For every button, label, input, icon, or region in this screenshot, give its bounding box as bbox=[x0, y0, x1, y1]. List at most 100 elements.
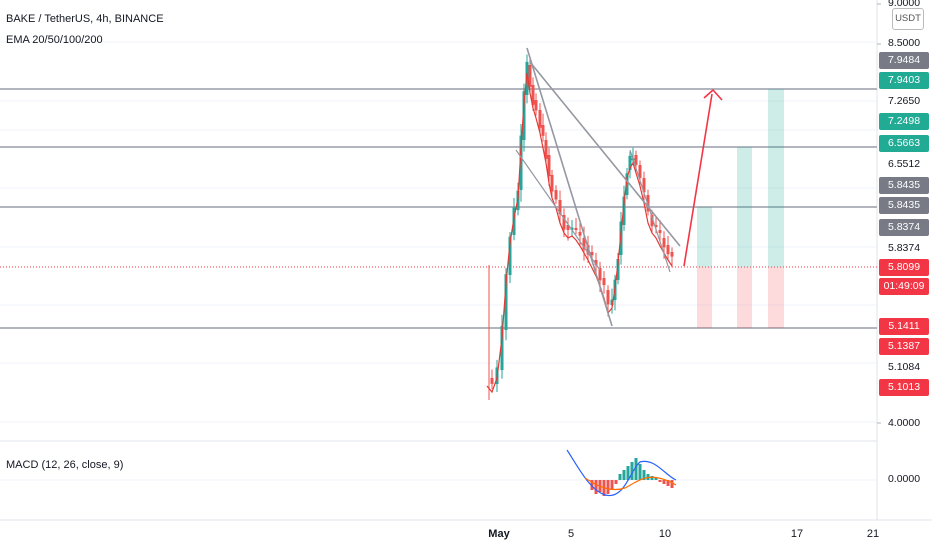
price-axis-label: 6.5663 bbox=[879, 135, 929, 152]
candle-body bbox=[622, 196, 626, 225]
candle-body bbox=[558, 200, 562, 215]
ema-indicator-label[interactable]: EMA 20/50/100/200 bbox=[6, 34, 103, 46]
candle-body bbox=[628, 155, 632, 170]
macd-histogram-bar bbox=[634, 458, 638, 480]
macd-histogram-bar bbox=[622, 470, 626, 480]
macd-histogram-bar bbox=[614, 480, 618, 484]
time-axis-label: 10 bbox=[658, 528, 672, 540]
candle-body bbox=[670, 252, 674, 257]
candle-body bbox=[574, 228, 578, 230]
candle-body bbox=[504, 274, 508, 330]
price-axis-label: 5.8374 bbox=[887, 242, 921, 254]
candle-body bbox=[616, 258, 620, 280]
candle-body bbox=[582, 238, 586, 250]
stop-box bbox=[697, 267, 712, 328]
price-axis-label: 5.8099 bbox=[879, 259, 929, 276]
candle-body bbox=[634, 155, 638, 165]
trend-line-upper bbox=[529, 61, 681, 247]
macd-histogram-bar bbox=[606, 480, 610, 494]
candle-body bbox=[638, 165, 642, 178]
macd-axis-label: 0.0000 bbox=[887, 473, 921, 485]
price-axis-label: 7.2650 bbox=[887, 95, 921, 107]
macd-histogram-bar bbox=[626, 466, 630, 480]
ema-line bbox=[486, 72, 673, 394]
candle-body bbox=[544, 140, 548, 159]
macd-histogram-bar bbox=[594, 480, 598, 494]
candle-body bbox=[662, 238, 666, 248]
time-axis-label: 21 bbox=[866, 528, 880, 540]
candle-body bbox=[550, 175, 554, 192]
candle-body bbox=[538, 110, 542, 128]
macd-histogram-bar bbox=[666, 480, 670, 486]
price-axis-label: 01:49:09 bbox=[879, 278, 929, 295]
price-axis-label: 5.1084 bbox=[887, 361, 921, 373]
signal-line bbox=[584, 476, 677, 491]
candle-body bbox=[642, 178, 646, 193]
candle-body bbox=[654, 225, 658, 227]
price-axis-label: 5.8435 bbox=[879, 197, 929, 214]
candle-body bbox=[508, 236, 512, 275]
candle-body bbox=[658, 230, 662, 234]
candle-body bbox=[666, 245, 670, 255]
candle-body bbox=[528, 65, 532, 87]
projection-arrow bbox=[683, 93, 713, 267]
arrow-head bbox=[703, 88, 723, 101]
macd-histogram-bar bbox=[590, 480, 594, 490]
price-axis-label: 7.9484 bbox=[879, 52, 929, 69]
price-axis-label: 5.8374 bbox=[879, 219, 929, 236]
candle-body bbox=[566, 225, 570, 230]
candle-body bbox=[598, 268, 602, 281]
macd-histogram-bar bbox=[650, 476, 654, 480]
macd-histogram-bar bbox=[638, 464, 642, 480]
target-box bbox=[768, 89, 784, 267]
price-axis-label: 5.8435 bbox=[879, 177, 929, 194]
target-box bbox=[697, 207, 712, 267]
trend-line-lower bbox=[526, 47, 613, 327]
price-axis-label: 4.0000 bbox=[887, 417, 921, 429]
price-axis-label: 5.1013 bbox=[879, 379, 929, 396]
stop-box bbox=[768, 267, 784, 328]
macd-histogram-bar bbox=[670, 480, 674, 488]
macd-histogram-bar bbox=[658, 480, 662, 482]
candle-body bbox=[650, 215, 654, 227]
price-axis-label: 9.0000 bbox=[887, 0, 921, 9]
macd-histogram-bar bbox=[630, 462, 634, 480]
target-box bbox=[737, 147, 752, 267]
price-axis-label: 7.2498 bbox=[879, 113, 929, 130]
candle-body bbox=[625, 173, 629, 195]
time-axis-label: 17 bbox=[790, 528, 804, 540]
candle-body bbox=[562, 215, 566, 230]
trend-line-inner bbox=[515, 149, 601, 271]
trend-line-inner bbox=[629, 149, 671, 273]
price-axis-label: 7.9403 bbox=[879, 72, 929, 89]
candle-body bbox=[606, 290, 610, 305]
candle-body bbox=[531, 85, 535, 105]
time-axis-label: May bbox=[488, 528, 510, 540]
symbol-title[interactable]: BAKE / TetherUS, 4h, BINANCE bbox=[6, 13, 164, 25]
candle-body bbox=[590, 252, 594, 256]
price-axis-label: 8.5000 bbox=[887, 37, 921, 49]
currency-button[interactable]: USDT bbox=[892, 8, 924, 30]
price-axis-label: 5.1411 bbox=[879, 318, 929, 335]
stop-box bbox=[737, 267, 752, 328]
price-axis-label: 6.5512 bbox=[887, 158, 921, 170]
candle-body bbox=[541, 125, 545, 136]
candle-body bbox=[522, 91, 526, 140]
time-axis-label: 5 bbox=[567, 528, 575, 540]
macd-histogram-bar bbox=[610, 480, 614, 490]
candle-body bbox=[570, 227, 574, 230]
candle-body bbox=[578, 232, 582, 236]
candle-body bbox=[594, 260, 598, 266]
macd-histogram-bar bbox=[642, 470, 646, 480]
candle-body bbox=[547, 155, 551, 177]
price-axis-label: 5.1387 bbox=[879, 338, 929, 355]
candle-body bbox=[490, 378, 494, 384]
candle-body bbox=[610, 299, 614, 305]
candle-body bbox=[519, 135, 523, 190]
candle-body bbox=[534, 100, 538, 111]
candle-body bbox=[500, 325, 504, 370]
macd-histogram-bar bbox=[654, 478, 658, 480]
macd-histogram-bar bbox=[662, 480, 666, 484]
macd-indicator-label[interactable]: MACD (12, 26, close, 9) bbox=[6, 459, 124, 471]
